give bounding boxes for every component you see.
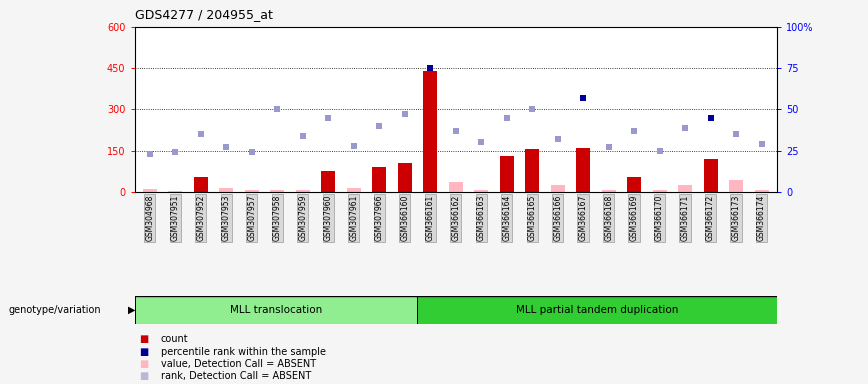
Bar [296, 190, 310, 192]
Text: rank, Detection Call = ABSENT: rank, Detection Call = ABSENT [161, 371, 311, 381]
Bar [321, 171, 335, 192]
Bar [346, 188, 361, 192]
Bar [143, 189, 157, 192]
Bar [474, 190, 488, 192]
Text: ▶: ▶ [128, 305, 136, 315]
Text: value, Detection Call = ABSENT: value, Detection Call = ABSENT [161, 359, 316, 369]
Bar [602, 190, 615, 192]
Text: MLL translocation: MLL translocation [230, 305, 322, 315]
Text: ■: ■ [139, 347, 148, 357]
Bar [220, 188, 233, 192]
Bar [372, 167, 386, 192]
Text: percentile rank within the sample: percentile rank within the sample [161, 347, 326, 357]
Bar [135, 296, 418, 324]
Text: genotype/variation: genotype/variation [9, 305, 102, 315]
Bar [576, 148, 590, 192]
Text: count: count [161, 334, 188, 344]
Bar [500, 156, 514, 192]
Bar [754, 190, 768, 192]
Bar [449, 182, 463, 192]
Text: ■: ■ [139, 334, 148, 344]
Bar [525, 149, 539, 192]
Bar [550, 185, 565, 192]
Text: ■: ■ [139, 371, 148, 381]
Bar [168, 190, 182, 192]
Bar [424, 71, 437, 192]
Bar [653, 190, 667, 192]
Bar [245, 190, 259, 192]
Bar [398, 163, 411, 192]
Text: ■: ■ [139, 359, 148, 369]
Bar [270, 190, 285, 192]
Bar [729, 180, 743, 192]
Bar [194, 177, 207, 192]
Bar [678, 185, 692, 192]
Text: GDS4277 / 204955_at: GDS4277 / 204955_at [135, 8, 273, 21]
Bar [627, 177, 641, 192]
Bar [704, 159, 718, 192]
Bar [418, 296, 777, 324]
Text: MLL partial tandem duplication: MLL partial tandem duplication [516, 305, 678, 315]
